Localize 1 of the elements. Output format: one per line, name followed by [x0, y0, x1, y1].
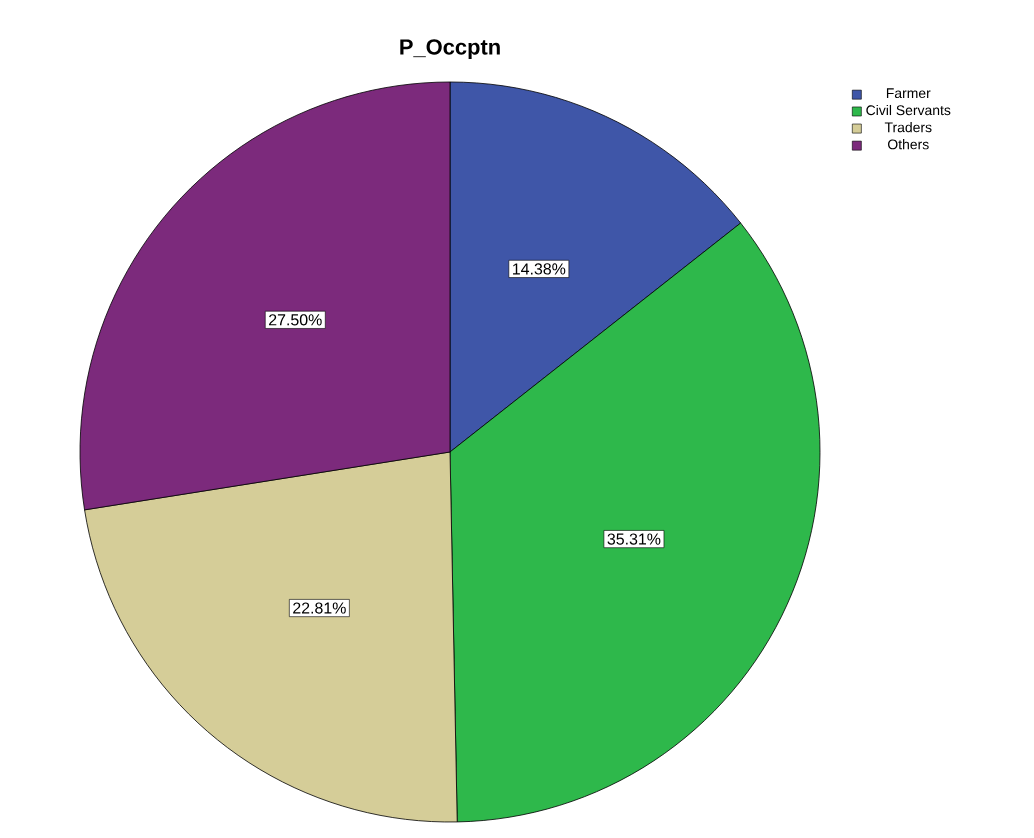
chart-title: P_Occptn [400, 39, 500, 59]
